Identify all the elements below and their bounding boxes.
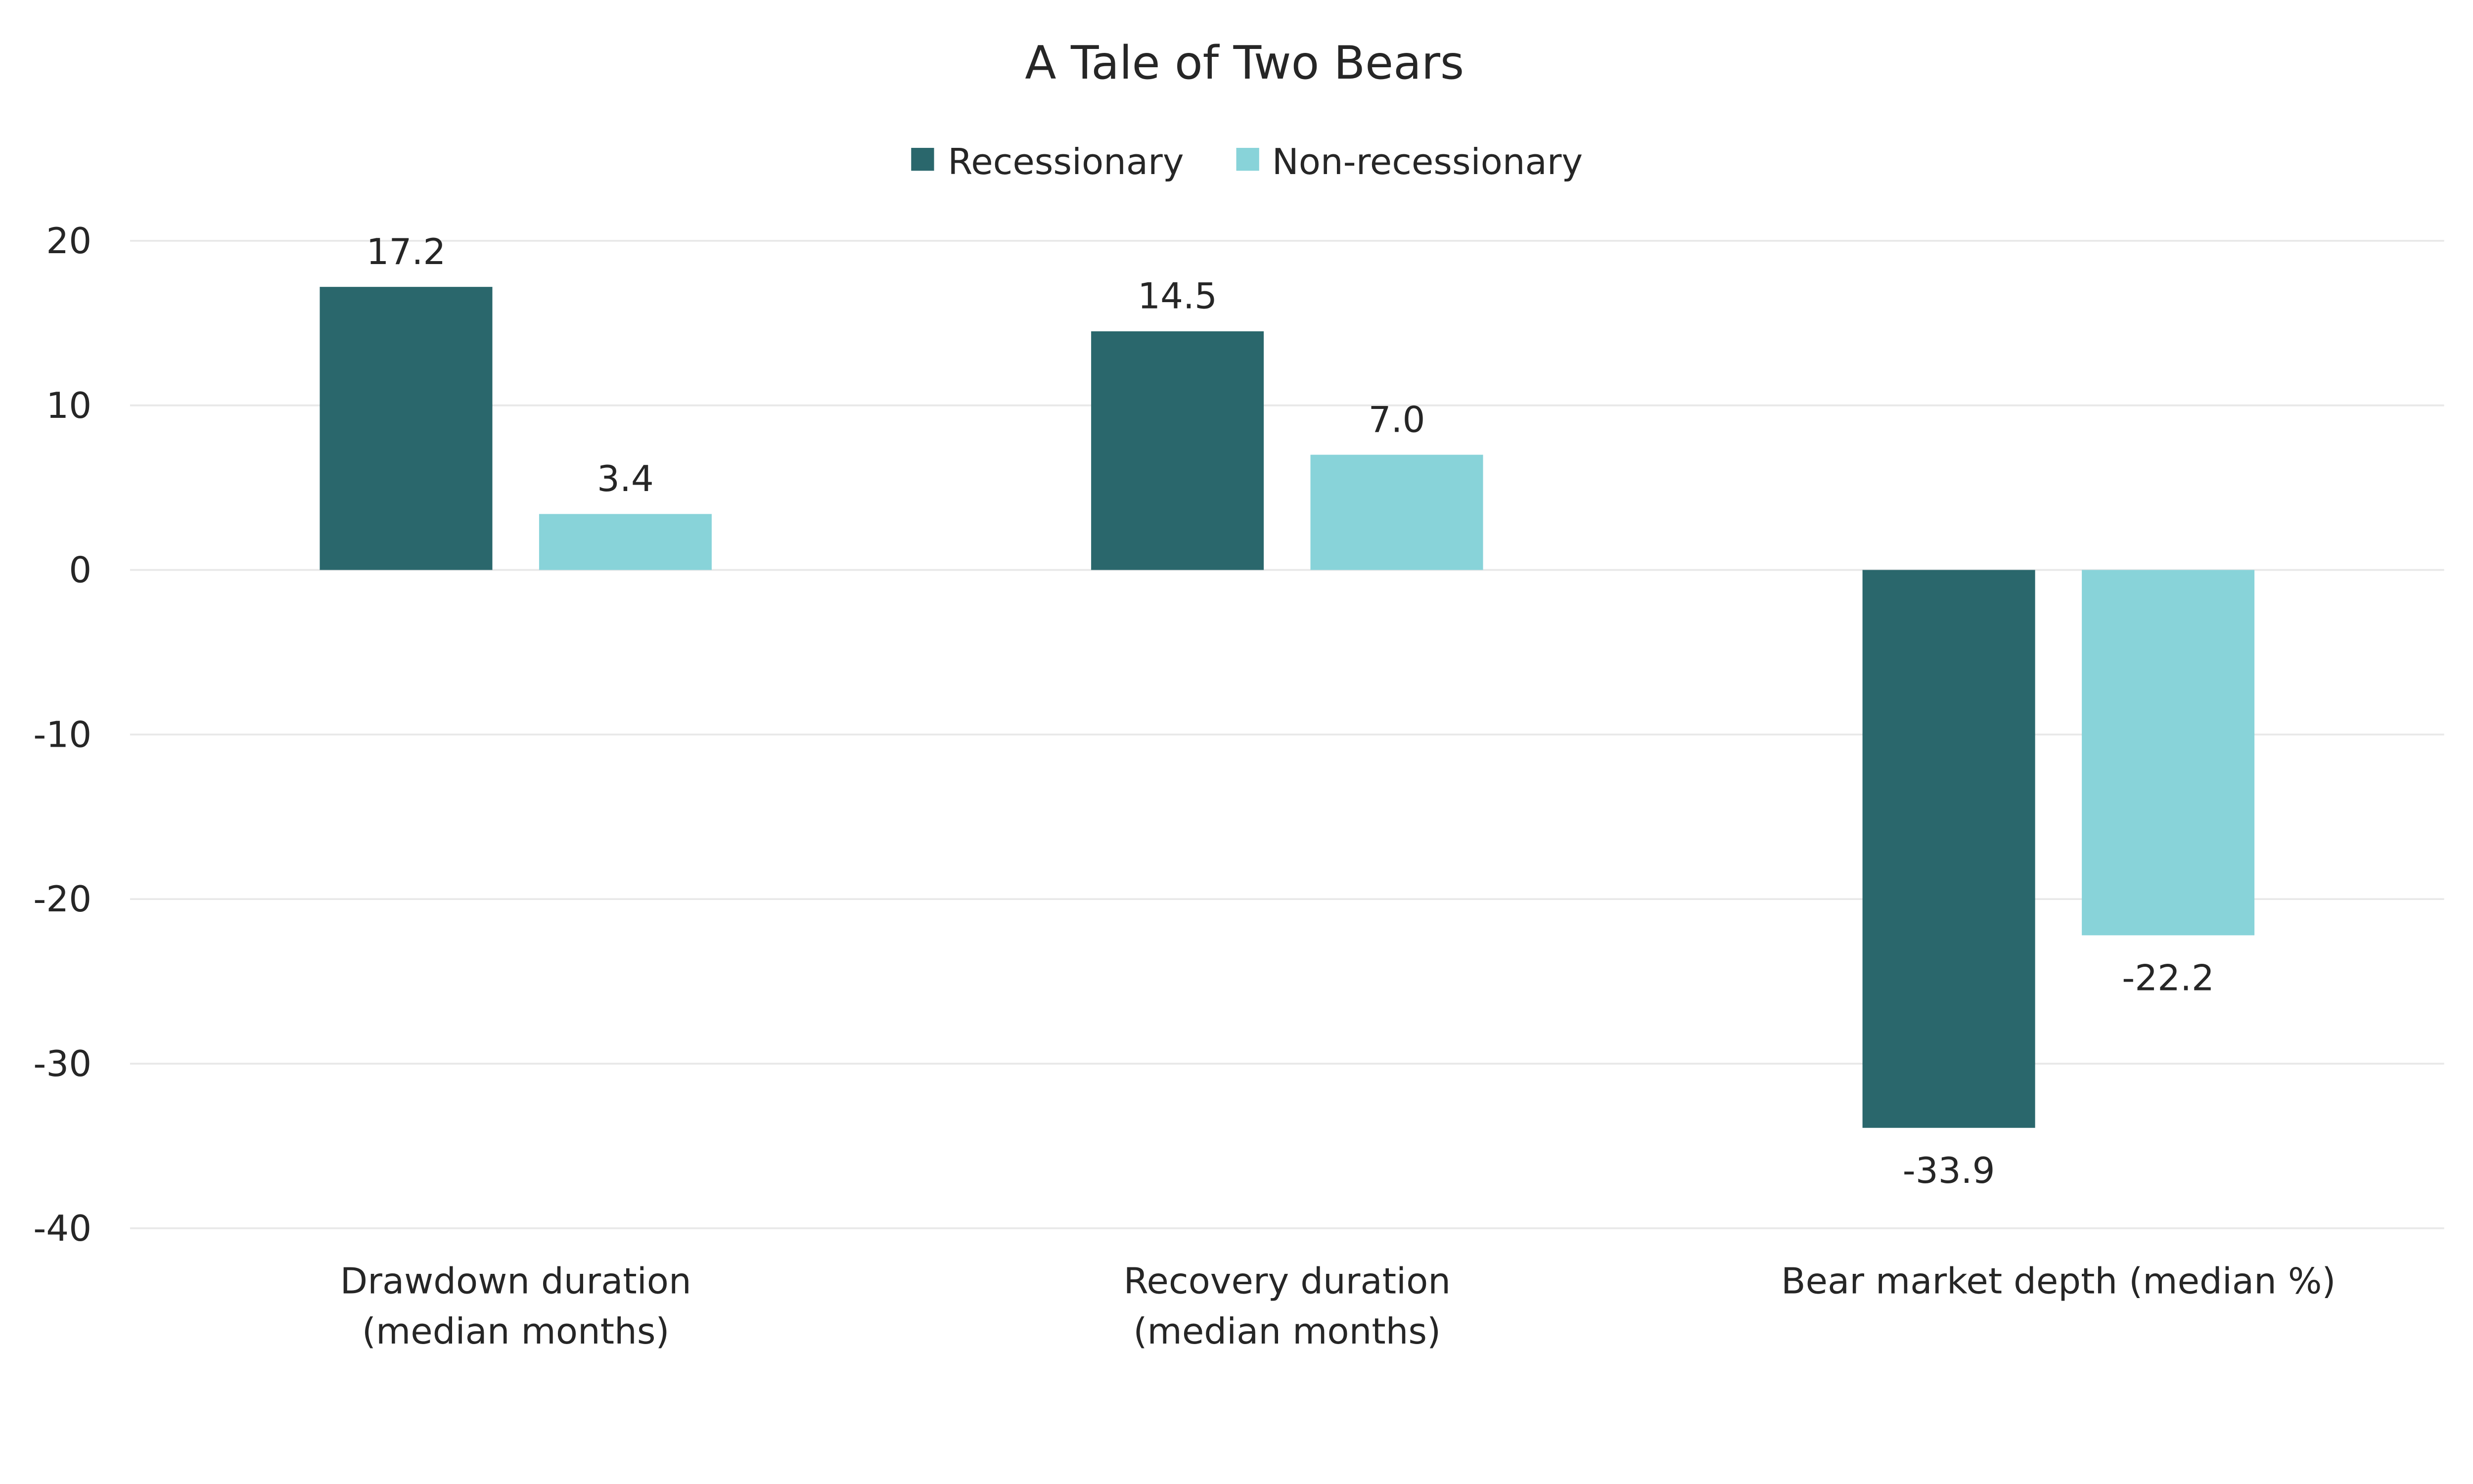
bar-recessionary — [320, 287, 493, 570]
bar-non-recessionary — [539, 514, 712, 570]
y-tick-label: 10 — [46, 385, 92, 427]
data-label: 17.2 — [366, 231, 446, 273]
y-tick-label: -20 — [33, 879, 92, 920]
y-tick-label: 20 — [46, 221, 92, 262]
bar-non-recessionary — [1310, 454, 1483, 570]
x-category-label: Bear market depth (median %) — [1781, 1260, 2336, 1302]
data-label: 3.4 — [597, 458, 654, 500]
legend-label-non-recessionary: Non-recessionary — [1272, 141, 1583, 183]
chart-title: A Tale of Two Bears — [1025, 36, 1464, 90]
y-tick-label: -30 — [33, 1043, 92, 1085]
bar-recessionary — [1862, 570, 2035, 1128]
bar-recessionary — [1091, 331, 1264, 570]
bar-non-recessionary — [2082, 570, 2255, 936]
data-label: 14.5 — [1138, 276, 1217, 317]
legend-swatch-non-recessionary — [1236, 148, 1259, 171]
x-category-label: (median months) — [362, 1311, 670, 1352]
legend: Recessionary Non-recessionary — [911, 141, 1583, 183]
x-category-label: Drawdown duration — [340, 1260, 691, 1302]
data-label: -22.2 — [2122, 957, 2214, 999]
data-label: 7.0 — [1369, 399, 1425, 441]
x-category-label: (median months) — [1133, 1311, 1441, 1352]
y-tick-label: -10 — [33, 714, 92, 756]
legend-label-recessionary: Recessionary — [948, 141, 1184, 183]
x-category-label: Recovery duration — [1124, 1260, 1451, 1302]
data-label: -33.9 — [1903, 1150, 1995, 1192]
legend-swatch-recessionary — [911, 148, 934, 171]
y-tick-label: -40 — [33, 1208, 92, 1250]
y-tick-label: 0 — [69, 550, 92, 591]
bar-chart: A Tale of Two Bears Recessionary Non-rec… — [33, 36, 2444, 1352]
